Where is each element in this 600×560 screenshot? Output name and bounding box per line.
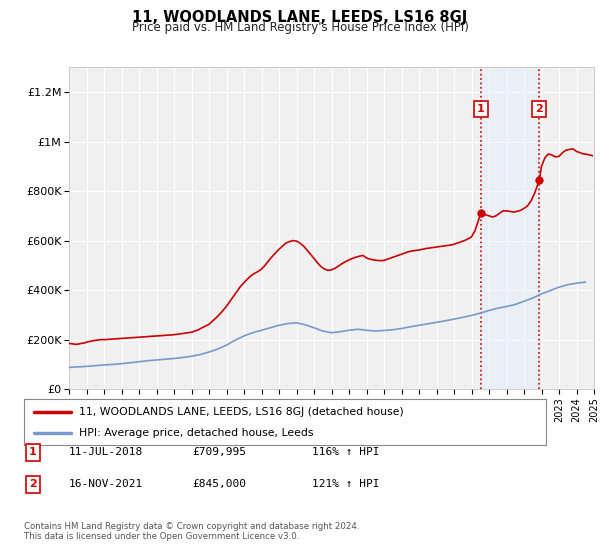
Text: 11, WOODLANDS LANE, LEEDS, LS16 8GJ (detached house): 11, WOODLANDS LANE, LEEDS, LS16 8GJ (det… <box>79 407 404 417</box>
Text: 16-NOV-2021: 16-NOV-2021 <box>69 479 143 489</box>
Text: £709,995: £709,995 <box>192 447 246 458</box>
Text: £845,000: £845,000 <box>192 479 246 489</box>
Text: HPI: Average price, detached house, Leeds: HPI: Average price, detached house, Leed… <box>79 428 313 438</box>
Text: 2: 2 <box>536 104 543 114</box>
Text: 116% ↑ HPI: 116% ↑ HPI <box>312 447 380 458</box>
Text: 11, WOODLANDS LANE, LEEDS, LS16 8GJ: 11, WOODLANDS LANE, LEEDS, LS16 8GJ <box>133 10 467 25</box>
Text: 1: 1 <box>29 447 37 458</box>
Text: 2: 2 <box>29 479 37 489</box>
Text: Price paid vs. HM Land Registry's House Price Index (HPI): Price paid vs. HM Land Registry's House … <box>131 21 469 34</box>
Bar <box>481 67 539 389</box>
Text: This data is licensed under the Open Government Licence v3.0.: This data is licensed under the Open Gov… <box>24 532 299 541</box>
Text: 11-JUL-2018: 11-JUL-2018 <box>69 447 143 458</box>
Text: 121% ↑ HPI: 121% ↑ HPI <box>312 479 380 489</box>
Text: 1: 1 <box>477 104 485 114</box>
Text: Contains HM Land Registry data © Crown copyright and database right 2024.: Contains HM Land Registry data © Crown c… <box>24 522 359 531</box>
